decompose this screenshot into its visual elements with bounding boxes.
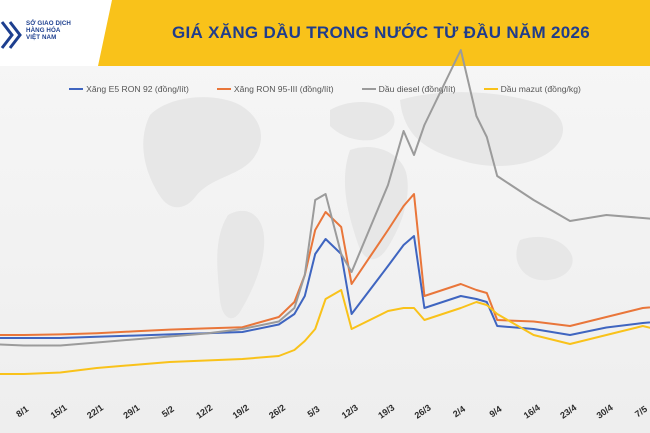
logo-line: HÀNG HÓA xyxy=(26,27,61,35)
title-bar xyxy=(98,0,650,66)
logo: SỞ GIAO DỊCH HÀNG HÓA VIỆT NAM xyxy=(0,18,96,56)
header: SỞ GIAO DỊCH HÀNG HÓA VIỆT NAM GIÁ XĂNG … xyxy=(0,0,650,66)
logo-line: VIỆT NAM xyxy=(26,34,57,42)
legend-item: Xăng E5 RON 92 (đồng/lít) xyxy=(69,80,189,98)
x-tick-label: 9/4 xyxy=(487,404,503,419)
legend-item: Dầu diesel (đồng/lít) xyxy=(361,80,456,98)
legend-item: Dầu mazut (đồng/kg) xyxy=(483,80,581,98)
x-tick-label: 5/3 xyxy=(305,404,321,419)
x-tick-label: 26/2 xyxy=(267,402,287,420)
x-tick-label: 22/1 xyxy=(85,402,105,420)
logo-chevron-icon xyxy=(0,21,22,49)
series-line-2 xyxy=(0,193,650,336)
x-tick-label: 30/4 xyxy=(595,402,615,420)
x-tick-label: 16/4 xyxy=(522,402,542,420)
x-tick-label: 12/3 xyxy=(340,402,360,420)
series-line-4 xyxy=(0,289,650,375)
legend-swatch xyxy=(69,88,84,90)
x-tick-label: 7/5 xyxy=(633,404,649,419)
x-tick-label: 8/1 xyxy=(14,404,30,419)
series-line-3 xyxy=(0,49,650,347)
legend-label: Xăng RON 95-III (đồng/lít) xyxy=(233,84,334,94)
x-tick-label: 29/1 xyxy=(121,402,141,420)
x-tick-label: 15/1 xyxy=(49,402,69,420)
logo-text: SỞ GIAO DỊCH HÀNG HÓA VIỆT NAM xyxy=(26,20,96,42)
x-tick-label: 5/2 xyxy=(160,404,176,419)
legend-label: Xăng E5 RON 92 (đồng/lít) xyxy=(86,84,189,94)
x-tick-label: 19/3 xyxy=(376,402,396,420)
chart-title: GIÁ XĂNG DẦU TRONG NƯỚC TỪ ĐẦU NĂM 2026 xyxy=(171,23,591,42)
x-tick-label: 12/2 xyxy=(194,402,214,420)
legend-swatch xyxy=(361,88,376,90)
legend-label: Dầu mazut (đồng/kg) xyxy=(500,84,581,94)
x-tick-label: 23/4 xyxy=(558,402,578,420)
x-tick-label: 2/4 xyxy=(451,404,467,419)
legend-label: Dầu diesel (đồng/lít) xyxy=(378,84,456,94)
legend-swatch xyxy=(483,88,498,90)
x-tick-label: 19/2 xyxy=(231,402,251,420)
x-tick-label: 26/3 xyxy=(413,402,433,420)
legend-item: Xăng RON 95-III (đồng/lít) xyxy=(216,80,334,98)
legend-swatch xyxy=(216,88,231,90)
chart-legend: Xăng E5 RON 92 (đồng/lít) Xăng RON 95-III… xyxy=(0,80,650,98)
logo-line: SỞ GIAO DỊCH xyxy=(26,20,71,27)
series-line-1 xyxy=(0,235,650,339)
